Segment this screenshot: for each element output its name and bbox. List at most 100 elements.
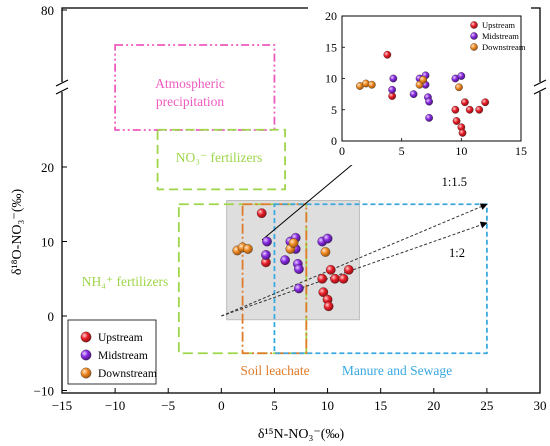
highlight-box xyxy=(226,200,360,321)
region-label-atmospheric-precipitation: Atmospheric xyxy=(155,76,225,91)
inset-point-midstream-8 xyxy=(425,114,433,122)
legend-marker-midstream xyxy=(80,349,92,361)
legend-label-downstream: Downstream xyxy=(98,368,157,380)
inset-point-midstream-0 xyxy=(388,85,396,94)
region-label-atmospheric-precipitation-line2: precipitation xyxy=(156,94,224,109)
x-tick-label-4: 5 xyxy=(271,398,278,413)
axis-break-gap-1 xyxy=(534,82,546,92)
inset-y-tick-label-1: 5 xyxy=(331,103,337,117)
point-upstream-6 xyxy=(343,264,354,275)
point-midstream-7 xyxy=(294,264,304,274)
inset-y-tick-label-4: 20 xyxy=(325,9,337,23)
data-points xyxy=(232,208,354,312)
inset-point-upstream-5 xyxy=(475,105,484,114)
inset-legend-marker-downstream xyxy=(470,43,478,51)
y-tick-label-4: 80 xyxy=(41,3,54,18)
axis-break-mark-b-1 xyxy=(533,87,547,95)
point-upstream-3 xyxy=(325,264,336,275)
ratio-lines: 1:1.5 1:2 xyxy=(221,142,488,317)
x-tick-label-7: 20 xyxy=(427,398,440,413)
source-regions: Atmospheric precipitation NO₃⁻ fertilizers… xyxy=(82,44,488,378)
inset-point-downstream-5 xyxy=(455,83,463,92)
region-manure-and-sewage xyxy=(273,203,488,355)
legend: Upstream Midstream Downstream xyxy=(67,319,157,385)
x-tick-label-6: 15 xyxy=(374,398,387,413)
legend-marker-upstream xyxy=(80,331,92,343)
inset-y-tick-label-2: 10 xyxy=(325,72,337,86)
inset-chart: 0 5 10 15 0 5 10 15 20 UpstreamMidstreamDownstrea… xyxy=(308,6,531,165)
inset-point-midstream-1 xyxy=(389,74,398,83)
legend-label-upstream: Upstream xyxy=(98,332,143,344)
ratio-label-1-1-5: 1:1.5 xyxy=(442,175,467,189)
plot-frame xyxy=(61,7,541,394)
inset-x-tick-label-2: 10 xyxy=(455,144,467,158)
ratio-line-1-1-5 xyxy=(221,203,488,317)
region-no3-fertilizers xyxy=(156,128,286,191)
point-midstream-10 xyxy=(322,233,333,244)
inset-legend-label-upstream: Upstream xyxy=(482,20,515,30)
region-label-soil-leachate: Soil leachate xyxy=(240,363,309,378)
ratio-label-1-2: 1:2 xyxy=(449,246,465,260)
region-label-nh4-fertilizers: NH₄⁺ fertilizers xyxy=(82,274,168,289)
inset-point-midstream-2 xyxy=(409,90,418,98)
inset-point-downstream-2 xyxy=(367,80,376,89)
inset-point-upstream-0 xyxy=(383,50,392,59)
point-upstream-4 xyxy=(330,273,340,284)
y-tick-label-3: 20 xyxy=(41,160,54,175)
inset-x-tick-label-1: 5 xyxy=(399,144,405,158)
inset-point-downstream-4 xyxy=(419,75,427,84)
x-tick-label-5: 10 xyxy=(321,398,334,413)
axis-break-gap-0 xyxy=(56,82,68,92)
inset-y-tick-label-3: 15 xyxy=(325,40,337,54)
x-tick-label-3: 0 xyxy=(218,398,225,413)
y-axis-title: δ¹⁸O-NO₃⁻(‰) xyxy=(10,189,25,276)
point-upstream-7 xyxy=(318,287,329,298)
point-midstream-0 xyxy=(261,250,271,260)
point-midstream-8 xyxy=(294,283,304,294)
region-label-no3-fertilizers: NO₃⁻ fertilizers xyxy=(176,150,262,165)
point-upstream-9 xyxy=(323,301,334,312)
x-tick-label-8: 25 xyxy=(480,398,493,413)
x-axis-title: δ¹⁵N-NO₃⁻(‰) xyxy=(258,427,345,442)
inset-point-upstream-3 xyxy=(461,98,469,107)
point-downstream-5 xyxy=(320,247,331,257)
inset-legend-label-midstream: Midstream xyxy=(482,31,519,41)
legend-marker-downstream xyxy=(80,367,92,379)
inset-point-upstream-2 xyxy=(451,105,460,114)
x-tick-label-2: −5 xyxy=(161,398,175,413)
x-tick-label-9: 30 xyxy=(534,398,547,413)
inset-point-upstream-9 xyxy=(458,129,467,137)
x-tick-label-1: −10 xyxy=(105,398,125,413)
inset-point-upstream-4 xyxy=(465,105,474,114)
point-upstream-5 xyxy=(338,273,349,284)
point-midstream-1 xyxy=(262,236,272,247)
axis-break-mark-a-1 xyxy=(533,79,547,87)
axis-break-mark-b-0 xyxy=(55,87,69,95)
region-atmospheric-precipitation xyxy=(114,44,276,131)
point-downstream-2 xyxy=(243,244,253,254)
axis-break-mark-a-0 xyxy=(55,79,69,87)
x-tick-label-0: −15 xyxy=(52,398,72,413)
ratio-line-1-2 xyxy=(221,221,488,317)
region-label-manure-and-sewage: Manure and Sewage xyxy=(342,363,452,378)
point-upstream-0 xyxy=(256,208,267,219)
y-tick-label-1: 0 xyxy=(48,309,55,324)
inset-point-midstream-10 xyxy=(457,72,466,80)
main-axes: −15 −10 −5 0 5 10 15 20 25 30−100102080δ¹⁵N-NO₃⁻(… xyxy=(10,3,547,442)
inset-point-upstream-6 xyxy=(481,98,490,107)
inset-legend-marker-upstream xyxy=(470,21,478,29)
y-tick-label-2: 10 xyxy=(41,235,54,250)
inset-legend-marker-midstream xyxy=(470,32,478,40)
inset-x-tick-label-3: 15 xyxy=(515,144,527,158)
inset-point-upstream-7 xyxy=(452,117,461,125)
point-midstream-2 xyxy=(280,255,290,265)
inset-y-tick-label-0: 0 xyxy=(331,134,337,148)
inset-x-tick-label-0: 0 xyxy=(339,144,345,158)
y-tick-label-0: −10 xyxy=(34,384,54,399)
legend-label-midstream: Midstream xyxy=(98,350,148,362)
inset-legend-label-downstream: Downstream xyxy=(482,42,526,52)
point-upstream-2 xyxy=(317,273,328,284)
point-downstream-4 xyxy=(288,238,299,248)
inset-point-midstream-7 xyxy=(425,97,433,106)
